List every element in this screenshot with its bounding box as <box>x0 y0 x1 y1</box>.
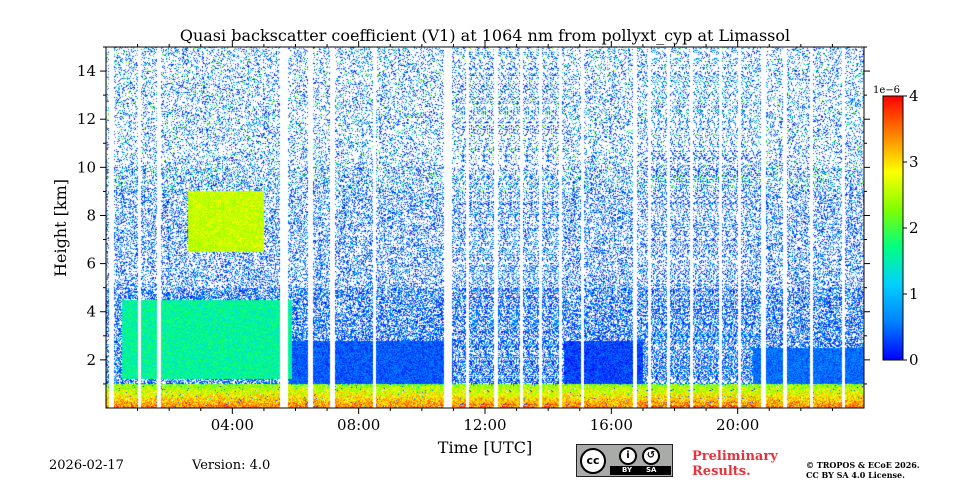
x-tick-label: 12:00 <box>463 416 506 434</box>
y-tick-label: 4 <box>86 303 96 321</box>
chart-title: Quasi backscatter coefficient (V1) at 10… <box>180 26 790 45</box>
colorbar-tick-label: 4 <box>909 87 919 105</box>
sa-share-icon: ↺ <box>642 447 660 465</box>
x-tick-label: 16:00 <box>590 416 633 434</box>
preliminary-line2: Results. <box>692 464 751 479</box>
colorbar-tick-label: 1 <box>909 285 919 303</box>
preliminary-line1: Preliminary <box>692 449 778 464</box>
y-tick-label: 8 <box>86 206 96 224</box>
by-label: BY <box>622 466 633 474</box>
y-tick-label: 10 <box>77 158 96 176</box>
backscatter-heatmap <box>106 47 864 408</box>
y-tick-label: 14 <box>77 62 96 80</box>
x-axis-label: Time [UTC] <box>438 438 532 457</box>
colorbar-multiplier: 1e−6 <box>873 85 900 96</box>
y-tick-label: 6 <box>86 255 96 273</box>
y-axis-label: Height [km] <box>51 179 70 277</box>
colorbar-tick-label: 0 <box>909 351 919 369</box>
copyright-line1: © TROPOS & ECoE 2026. <box>806 460 920 470</box>
copyright-line2: CC BY SA 4.0 License. <box>806 470 905 480</box>
x-tick-label: 08:00 <box>337 416 380 434</box>
x-tick-label: 20:00 <box>716 416 759 434</box>
x-tick-label: 04:00 <box>211 416 254 434</box>
sa-label: SA <box>646 466 657 474</box>
cc-icon: cc <box>580 448 606 474</box>
date-label: 2026-02-17 <box>49 458 124 473</box>
y-tick-label: 2 <box>86 351 96 369</box>
cc-license-badge[interactable]: cc i ↺ BY SA <box>576 444 673 477</box>
y-axis-ticks: 2 4 6 8 10 12 14 <box>77 46 870 385</box>
colorbar-ticks: 0 1 2 3 4 <box>903 87 919 369</box>
x-axis-ticks: 04:00 08:00 12:00 16:00 20:00 <box>137 41 833 434</box>
colorbar-tick-label: 3 <box>909 153 919 171</box>
version-label: Version: 4.0 <box>192 458 271 473</box>
colorbar-tick-label: 2 <box>909 219 919 237</box>
colorbar <box>882 95 904 361</box>
license-strip: BY SA <box>610 466 671 475</box>
y-tick-label: 12 <box>77 110 96 128</box>
by-person-icon: i <box>619 447 637 465</box>
